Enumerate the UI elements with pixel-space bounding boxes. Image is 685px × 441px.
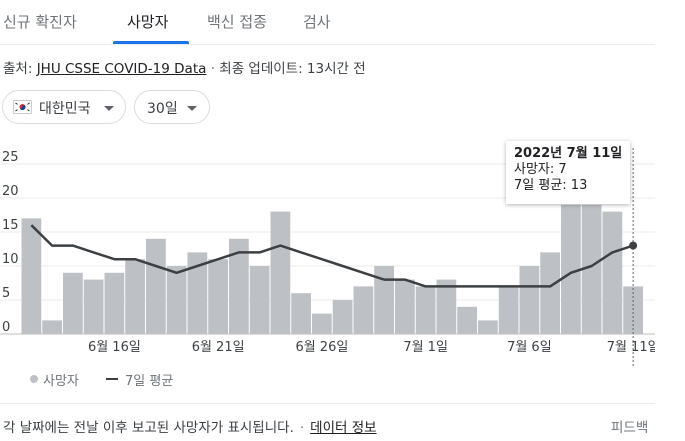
footnote-separator: · — [299, 420, 305, 436]
bar[interactable] — [166, 266, 187, 334]
tooltip-deaths: 사망자: 7 — [514, 162, 567, 177]
bar[interactable] — [581, 204, 602, 334]
x-tick-label: 7월 1일 — [403, 340, 448, 355]
x-tick-label: 6월 21일 — [192, 340, 245, 355]
bar[interactable] — [561, 204, 581, 334]
y-tick-label: 15 — [2, 218, 19, 233]
tab-bar: 신규 확진자 사망자 백신 접종 검사 — [0, 0, 655, 45]
x-tick-label: 6월 26일 — [295, 340, 348, 355]
x-tick-label: 7월 6일 — [507, 340, 552, 355]
y-tick-label: 25 — [2, 150, 19, 165]
source-line: 출처: JHU CSSE COVID-19 Data · 최종 업데이트: 13… — [3, 57, 366, 77]
average-line — [30, 224, 634, 288]
bar[interactable] — [291, 293, 311, 334]
country-selector[interactable]: 대한민국 — [2, 90, 126, 124]
y-tick-label: 5 — [2, 286, 10, 301]
deaths-chart: 0 5 10 15 20 25 6월 16일 6월 21일 6월 26일 7월 1일 7월 6일 7… — [0, 148, 655, 366]
tab-vaccinations[interactable]: 백신 접종 — [207, 13, 267, 31]
last-updated: 최종 업데이트: 13시간 전 — [219, 61, 366, 77]
bar[interactable] — [270, 211, 291, 334]
korea-flag-icon — [13, 100, 32, 114]
bar[interactable] — [415, 286, 436, 334]
y-tick-label: 20 — [2, 184, 19, 199]
legend-bar-swatch — [30, 375, 38, 383]
source-link[interactable]: JHU CSSE COVID-19 Data — [36, 61, 207, 77]
bar[interactable] — [395, 279, 415, 334]
bar[interactable] — [208, 259, 228, 334]
bar[interactable] — [21, 218, 42, 334]
bar[interactable] — [519, 266, 540, 334]
tab-tests[interactable]: 검사 — [303, 13, 331, 31]
feedback-link[interactable]: 피드백 — [611, 420, 649, 436]
x-tick-label: 7월 11일 — [607, 340, 655, 355]
bar[interactable] — [42, 320, 62, 334]
tab-deaths[interactable]: 사망자 — [127, 13, 169, 31]
legend-line-label: 7일 평균 — [125, 374, 174, 389]
range-label: 30일 — [147, 101, 178, 117]
bar[interactable] — [83, 279, 104, 334]
bar[interactable] — [312, 313, 332, 334]
y-tick-label: 0 — [2, 320, 10, 335]
bar[interactable] — [353, 286, 374, 334]
data-info-link[interactable]: 데이터 정보 — [310, 420, 377, 436]
source-separator: · — [210, 61, 215, 77]
tab-new-cases[interactable]: 신규 확진자 — [3, 13, 77, 31]
bar[interactable] — [63, 272, 83, 334]
legend-bar-label: 사망자 — [43, 374, 79, 389]
bar[interactable] — [623, 286, 643, 334]
bar[interactable] — [187, 252, 208, 334]
active-tab-indicator — [113, 41, 189, 44]
range-selector[interactable]: 30일 — [134, 90, 210, 124]
source-prefix: 출처: — [3, 61, 33, 77]
bar[interactable] — [478, 320, 498, 334]
footnote-text: 각 날짜에는 전날 이후 보고된 사망자가 표시됩니다. — [3, 420, 294, 436]
bar[interactable] — [457, 306, 477, 334]
bar[interactable] — [374, 266, 394, 334]
bar[interactable] — [602, 211, 623, 334]
highlight-point — [629, 241, 638, 250]
bar[interactable] — [540, 252, 560, 334]
bar[interactable] — [249, 266, 270, 334]
bar[interactable] — [498, 286, 519, 334]
y-tick-label: 10 — [2, 252, 19, 267]
country-label: 대한민국 — [39, 101, 91, 117]
bar[interactable] — [332, 300, 353, 334]
bar[interactable] — [436, 279, 457, 334]
x-tick-label: 6월 16일 — [88, 340, 141, 355]
chart-tooltip: 2022년 7월 11일 사망자: 7 7일 평균: 13 — [506, 141, 630, 204]
tooltip-date: 2022년 7월 11일 — [514, 146, 623, 161]
bar[interactable] — [104, 272, 125, 334]
legend-line-swatch — [106, 378, 118, 380]
footer-divider — [0, 403, 655, 404]
bar[interactable] — [146, 238, 166, 334]
dropdown-caret-icon — [104, 106, 114, 111]
bar[interactable] — [125, 259, 145, 334]
bar[interactable] — [229, 238, 249, 334]
footnote: 각 날짜에는 전날 이후 보고된 사망자가 표시됩니다. · 데이터 정보 — [3, 416, 377, 436]
dropdown-caret-icon — [187, 106, 197, 111]
tooltip-average: 7일 평균: 13 — [514, 178, 588, 193]
